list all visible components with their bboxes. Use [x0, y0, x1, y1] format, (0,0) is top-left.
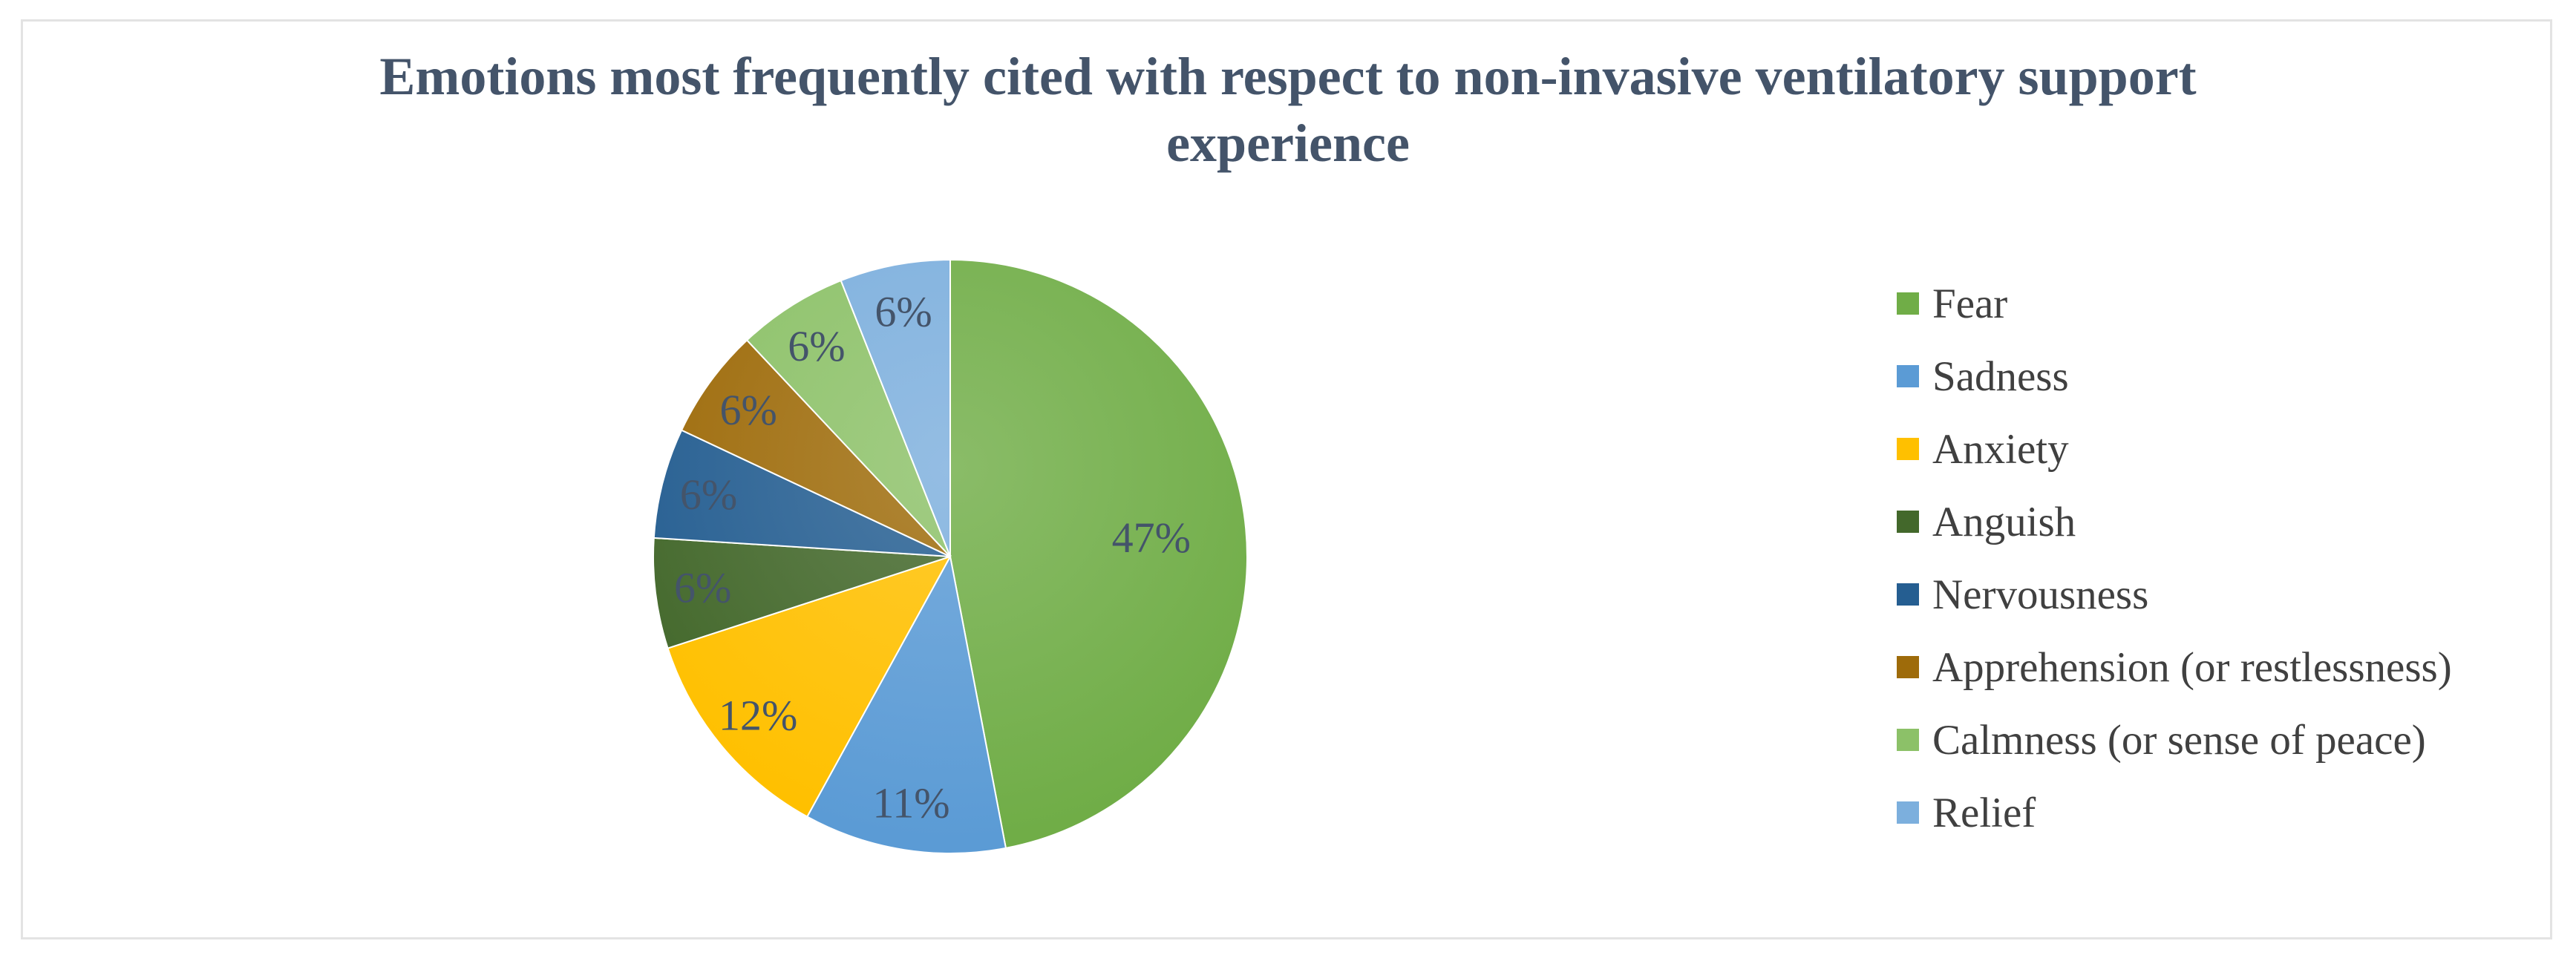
legend-label: Nervousness — [1932, 571, 2149, 618]
legend-item-anxiety: Anxiety — [1897, 413, 2535, 485]
legend-item-fear: Fear — [1897, 267, 2535, 340]
legend-label: Relief — [1932, 789, 2036, 836]
legend-swatch — [1897, 656, 1919, 678]
legend-swatch — [1897, 801, 1919, 824]
legend-item-relief: Relief — [1897, 776, 2535, 849]
pie-data-label-fear: 47% — [1112, 514, 1191, 562]
legend-label: Anxiety — [1932, 425, 2069, 473]
pie-data-label-sadness: 11% — [872, 778, 949, 827]
pie-slice-calmness-or-sense-of-peace — [745, 279, 951, 557]
legend-label: Apprehension (or restlessness) — [1932, 643, 2452, 691]
pie-slice-apprehension-or-restlessness — [680, 338, 951, 557]
pie-data-label-apprehension-or-restlessness: 6% — [720, 386, 777, 434]
pie-slice-nervousness — [653, 429, 951, 557]
legend-swatch — [1897, 438, 1919, 460]
pie-data-label-anxiety: 12% — [719, 692, 797, 740]
legend: Fear Sadness Anxiety Anguish Nervousness Appr… — [1897, 267, 2535, 849]
legend-item-sadness: Sadness — [1897, 340, 2535, 413]
legend-item-apprehension-or-restlessness: Apprehension (or restlessness) — [1897, 631, 2535, 703]
pie-slices — [653, 258, 1248, 854]
chart-title: Emotions most frequently cited with resp… — [0, 43, 2576, 177]
legend-item-nervousness: Nervousness — [1897, 558, 2535, 631]
legend-swatch — [1897, 511, 1919, 533]
legend-label: Sadness — [1932, 352, 2069, 400]
pie-data-label-relief: 6% — [875, 287, 932, 335]
pie-data-label-anguish: 6% — [674, 564, 731, 612]
pie-slice-fear — [949, 258, 1248, 850]
pie-data-labels: 47%11%12%6%6%6%6%6% — [674, 287, 1191, 827]
legend-swatch — [1897, 729, 1919, 751]
legend-swatch — [1897, 583, 1919, 606]
legend-swatch — [1897, 365, 1919, 387]
legend-item-calmness-or-sense-of-peace: Calmness (or sense of peace) — [1897, 703, 2535, 776]
legend-swatch — [1897, 292, 1919, 315]
legend-item-anguish: Anguish — [1897, 485, 2535, 558]
pie-slice-relief — [840, 258, 951, 557]
pie-data-label-calmness-or-sense-of-peace: 6% — [788, 322, 845, 370]
pie-slice-anguish — [653, 537, 951, 649]
legend-label: Calmness (or sense of peace) — [1932, 716, 2426, 764]
chart-frame — [21, 19, 2552, 939]
chart-title-text: Emotions most frequently cited with resp… — [379, 47, 2197, 173]
pie-slice-sadness — [805, 554, 1007, 854]
legend-label: Fear — [1932, 280, 2008, 327]
pie-slice-anxiety — [667, 555, 952, 818]
legend-label: Anguish — [1932, 498, 2076, 545]
pie-data-label-nervousness: 6% — [680, 470, 737, 519]
